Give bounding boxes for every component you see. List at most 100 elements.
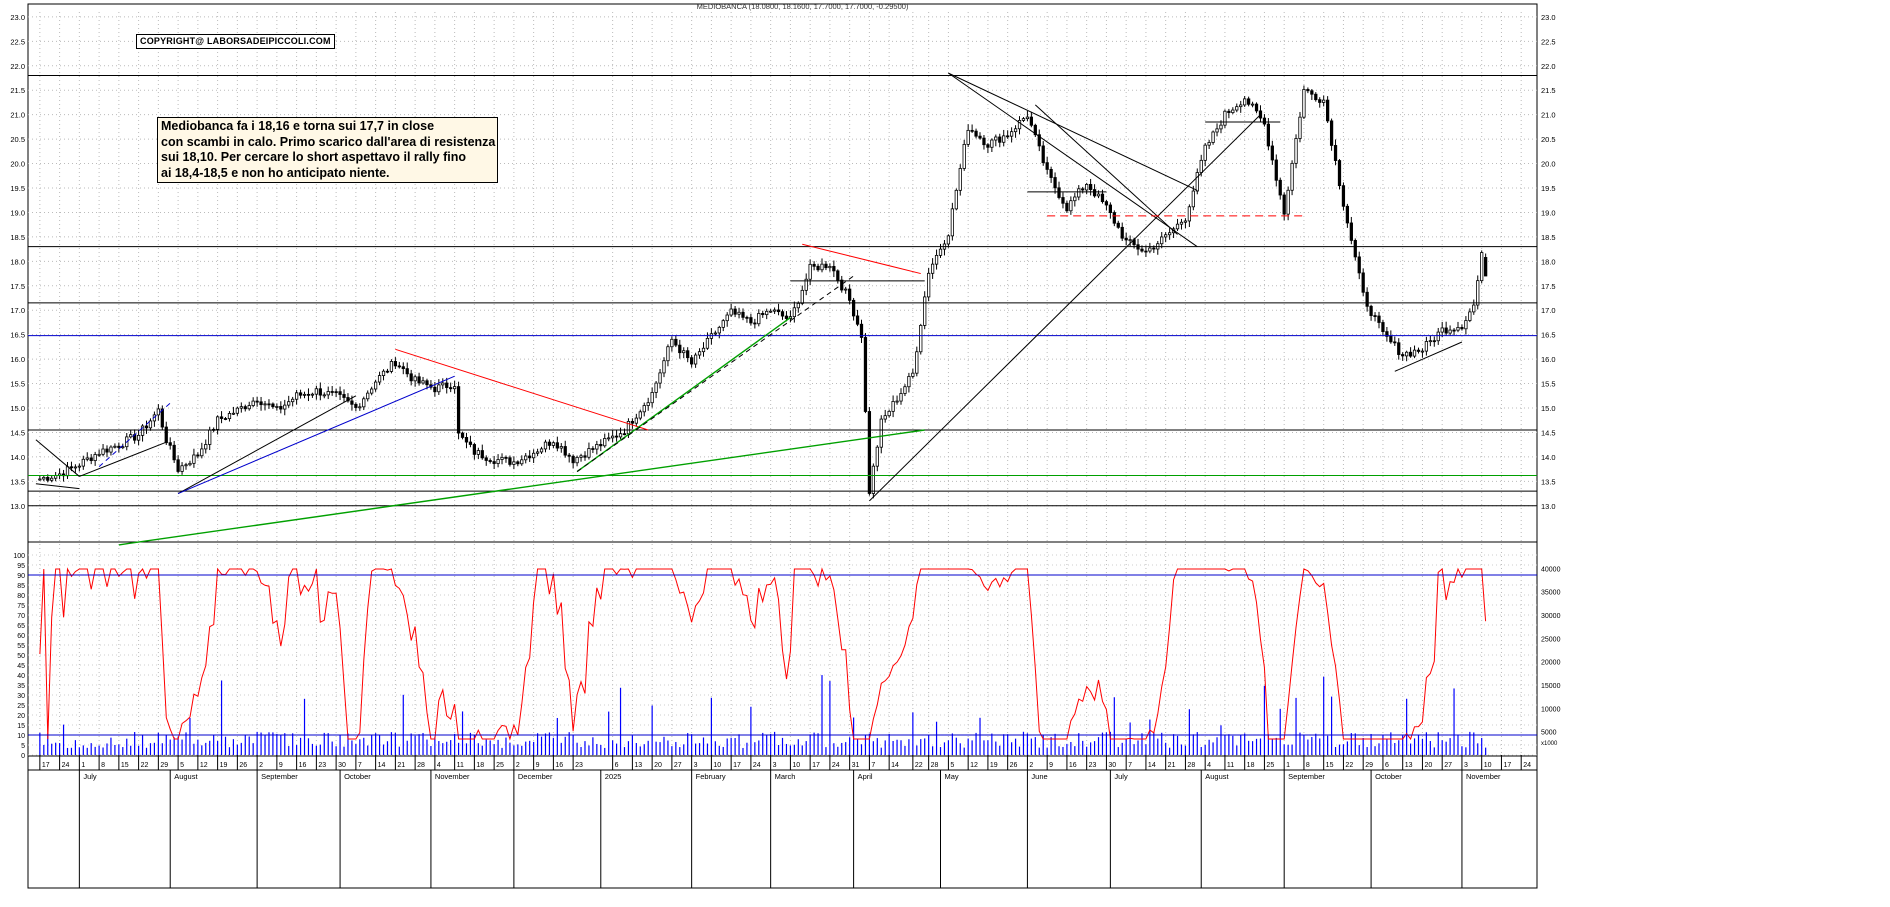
date-tick-label: 15 <box>1326 762 1334 769</box>
candle-body <box>129 434 133 438</box>
candle-body <box>1286 189 1290 215</box>
candle-body <box>1432 340 1436 343</box>
candle-body <box>1436 331 1440 342</box>
candle-body <box>176 459 180 472</box>
candle-body <box>85 457 89 460</box>
date-tick-label: 13 <box>634 762 642 769</box>
candle-body <box>354 403 358 408</box>
price-tick-right: 14.0 <box>1541 453 1556 462</box>
candle-body <box>966 129 970 145</box>
candle-body <box>1468 311 1472 321</box>
candle-body <box>654 382 658 393</box>
volume-scale-label: x1000 <box>1541 741 1558 747</box>
candle-body <box>373 381 378 390</box>
osc-tick-left: 15 <box>17 723 25 730</box>
month-label: August <box>174 772 198 781</box>
candle-body <box>614 435 619 438</box>
osc-tick-left: 5 <box>21 743 25 750</box>
candle-body <box>1108 204 1112 213</box>
candle-body <box>1203 144 1207 161</box>
candle-body <box>662 360 666 374</box>
candle-body <box>895 400 899 403</box>
candle-body <box>1318 99 1322 103</box>
candle-body <box>1381 322 1385 333</box>
candle-body <box>551 442 556 446</box>
month-label: July <box>1114 772 1128 781</box>
candle-body <box>73 466 78 469</box>
date-tick-label: 17 <box>733 762 741 769</box>
candle-body <box>1361 272 1365 293</box>
annotation-line-4: ai 18,4-18,5 e non ho anticipato niente. <box>161 165 390 180</box>
osc-tick-left: 80 <box>17 593 25 600</box>
trend-line <box>79 441 167 477</box>
candle-body <box>468 441 473 445</box>
osc-tick-left: 30 <box>17 693 25 700</box>
candle-body <box>1298 116 1302 139</box>
candle-body <box>1057 187 1061 198</box>
date-tick-label: 3 <box>694 762 698 769</box>
trend-line <box>802 243 921 275</box>
candle-body <box>1476 280 1480 306</box>
candle-body <box>93 454 97 462</box>
price-tick-left: 20.0 <box>10 160 25 169</box>
candle-body <box>1021 118 1026 121</box>
date-tick-label: 14 <box>891 762 899 769</box>
price-tick-right: 16.5 <box>1541 331 1556 340</box>
candle-body <box>148 420 153 429</box>
candle-body <box>50 477 54 481</box>
candle-body <box>342 394 346 398</box>
month-label: June <box>1031 772 1047 781</box>
candle-body <box>279 406 283 410</box>
candle-body <box>934 254 939 265</box>
candle-body <box>1250 103 1255 106</box>
candle-body <box>630 421 635 424</box>
date-tick-label: 2 <box>1029 762 1033 769</box>
candle-body <box>251 400 255 406</box>
date-tick-label: 19 <box>220 762 228 769</box>
candle-body <box>1405 351 1409 357</box>
candle-body <box>915 351 919 374</box>
candle-body <box>1397 342 1401 355</box>
date-tick-label: 2 <box>259 762 263 769</box>
candle-body <box>717 326 721 334</box>
candle-body <box>1278 179 1282 196</box>
candle-body <box>441 382 445 386</box>
date-tick-label: 8 <box>101 762 105 769</box>
osc-tick-left: 75 <box>17 603 25 610</box>
candle-body <box>1337 160 1342 187</box>
date-tick-label: 10 <box>1484 762 1492 769</box>
candle-body <box>1033 124 1037 136</box>
candle-body <box>1128 239 1132 242</box>
date-tick-label: 18 <box>1247 762 1255 769</box>
candle-body <box>1231 109 1235 114</box>
candle-body <box>156 408 160 416</box>
date-tick-label: 25 <box>1266 762 1274 769</box>
candle-body <box>433 386 437 393</box>
date-tick-label: 9 <box>536 762 540 769</box>
candle-body <box>765 310 769 316</box>
chart-title: MEDIOBANCA (18.0800, 18.1600, 17.7000, 1… <box>697 2 909 11</box>
candle-body <box>638 411 642 419</box>
price-tick-right: 18.5 <box>1541 233 1556 242</box>
candle-body <box>1215 128 1219 133</box>
date-tick-label: 24 <box>832 762 840 769</box>
candle-body <box>832 266 836 272</box>
candle-body <box>504 457 508 459</box>
price-tick-left: 14.5 <box>10 428 25 437</box>
candle-body <box>476 450 480 455</box>
date-tick-label: 1 <box>1286 762 1290 769</box>
candle-body <box>753 322 757 325</box>
candle-body <box>318 388 322 396</box>
price-tick-right: 18.0 <box>1541 257 1556 266</box>
month-label: November <box>435 772 470 781</box>
candle-body <box>101 448 105 455</box>
candle-body <box>757 312 761 325</box>
date-tick-label: 24 <box>1523 762 1531 769</box>
candle-body <box>772 309 777 312</box>
candle-body <box>1274 159 1278 181</box>
candle-body <box>1191 190 1195 208</box>
candle-body <box>1085 184 1089 191</box>
candle-body <box>1025 116 1030 120</box>
month-label: March <box>775 772 796 781</box>
